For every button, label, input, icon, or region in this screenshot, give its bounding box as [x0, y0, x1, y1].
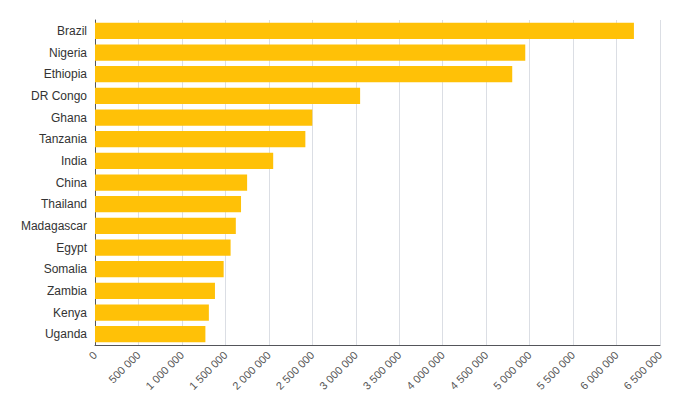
svg-text:Zambia: Zambia — [47, 284, 87, 298]
svg-text:6 500 000: 6 500 000 — [621, 349, 664, 392]
svg-text:Ethiopia: Ethiopia — [44, 67, 88, 81]
svg-text:3 500 000: 3 500 000 — [360, 349, 403, 392]
svg-text:Thailand: Thailand — [41, 197, 87, 211]
svg-text:Ghana: Ghana — [51, 111, 87, 125]
svg-text:2 000 000: 2 000 000 — [230, 349, 273, 392]
svg-text:5 500 000: 5 500 000 — [534, 349, 577, 392]
svg-text:1 500 000: 1 500 000 — [187, 349, 230, 392]
svg-text:1 000 000: 1 000 000 — [143, 349, 186, 392]
svg-text:China: China — [56, 176, 88, 190]
svg-text:Brazil: Brazil — [57, 24, 87, 38]
svg-text:6 000 000: 6 000 000 — [578, 349, 621, 392]
svg-text:Somalia: Somalia — [44, 262, 88, 276]
svg-text:Nigeria: Nigeria — [49, 46, 87, 60]
svg-text:3 000 000: 3 000 000 — [317, 349, 360, 392]
svg-text:4 000 000: 4 000 000 — [404, 349, 447, 392]
svg-text:4 500 000: 4 500 000 — [447, 349, 490, 392]
svg-text:India: India — [61, 154, 87, 168]
svg-text:5 000 000: 5 000 000 — [491, 349, 534, 392]
svg-text:Tanzania: Tanzania — [39, 132, 87, 146]
svg-text:Kenya: Kenya — [53, 306, 87, 320]
svg-text:DR Congo: DR Congo — [31, 89, 87, 103]
svg-text:Madagascar: Madagascar — [21, 219, 87, 233]
svg-text:Egypt: Egypt — [56, 241, 87, 255]
svg-text:2 500 000: 2 500 000 — [274, 349, 317, 392]
svg-text:Uganda: Uganda — [45, 327, 87, 341]
svg-text:0: 0 — [86, 349, 99, 362]
svg-text:500 000: 500 000 — [106, 349, 143, 386]
